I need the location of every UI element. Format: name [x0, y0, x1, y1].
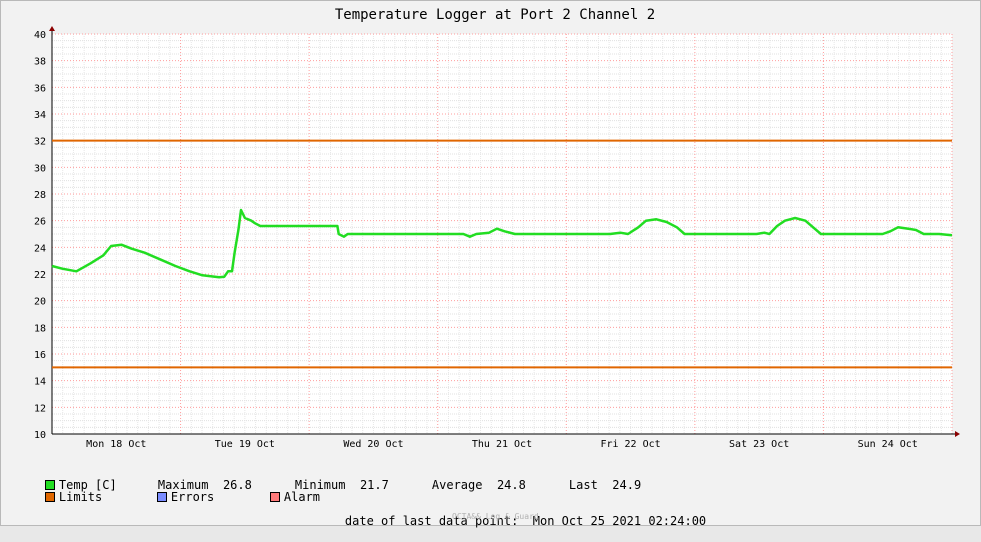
x-tick-label: Thu 21 Oct	[472, 439, 532, 450]
y-tick-label: 38	[34, 57, 46, 68]
stat-maximum-value: 26.8	[222, 478, 252, 492]
x-tick-label: Wed 20 Oct	[343, 439, 403, 450]
y-tick-label: 30	[34, 163, 46, 174]
y-tick-label: 14	[34, 377, 46, 388]
y-tick-label: 24	[34, 243, 46, 254]
stat-minimum: Minimum 21.7	[266, 464, 389, 506]
stat-last: Last 24.9	[540, 464, 641, 506]
last-data-point-label: date of last data point:	[344, 514, 519, 528]
legend-errors-swatch	[156, 492, 167, 502]
x-tick-label: Mon 18 Oct	[86, 439, 146, 450]
last-data-point: date of last data point: Mon Oct 25 2021…	[316, 500, 706, 542]
legend-limits-swatch	[44, 492, 55, 502]
stat-maximum: Maximum 26.8	[129, 464, 252, 506]
legend-temp-swatch	[44, 480, 55, 490]
brand-watermark: OCTA&& Log & Guard	[452, 512, 539, 521]
stat-last-value: 24.9	[612, 478, 642, 492]
legend-alarm-label: Alarm	[283, 490, 321, 504]
stat-last-label: Last	[568, 478, 598, 492]
stat-average-label: Average	[431, 478, 483, 492]
stat-minimum-value: 21.7	[359, 478, 389, 492]
x-tick-label: Fri 22 Oct	[600, 439, 660, 450]
legend-limits: Limits	[16, 476, 102, 518]
stat-average-value: 24.8	[496, 478, 526, 492]
legend-errors: Errors	[128, 476, 214, 518]
legend-limits-label: Limits	[58, 490, 103, 504]
temperature-line	[51, 208, 953, 279]
x-tick-label: Sat 23 Oct	[729, 439, 789, 450]
y-tick-label: 10	[34, 430, 46, 441]
y-axis-arrow	[49, 26, 55, 31]
legend-errors-label: Errors	[170, 490, 215, 504]
y-tick-label: 16	[34, 350, 46, 361]
y-tick-label: 18	[34, 323, 46, 334]
y-tick-label: 40	[34, 30, 46, 41]
x-axis-arrow	[955, 431, 960, 437]
y-tick-label: 26	[34, 217, 46, 228]
y-tick-label: 32	[34, 137, 46, 148]
legend-alarm: Alarm	[241, 476, 320, 518]
legend-temp: Temp [C]	[16, 464, 117, 506]
chart-title: Temperature Logger at Port 2 Channel 2	[335, 7, 655, 23]
y-tick-label: 34	[34, 110, 46, 121]
legend-alarm-swatch	[269, 492, 280, 502]
y-tick-label: 22	[34, 270, 46, 281]
last-data-point-value: Mon Oct 25 2021 02:24:00	[532, 514, 707, 528]
x-tick-label: Sun 24 Oct	[858, 439, 918, 450]
y-tick-label: 12	[34, 403, 46, 414]
temperature-chart: Temperature Logger at Port 2 Channel 2 1…	[34, 7, 960, 450]
stat-average: Average 24.8	[403, 464, 526, 506]
y-tick-label: 20	[34, 297, 46, 308]
stat-minimum-label: Minimum	[294, 478, 346, 492]
x-tick-label: Tue 19 Oct	[215, 439, 275, 450]
stat-maximum-label: Maximum	[157, 478, 209, 492]
legend-temp-label: Temp [C]	[58, 478, 117, 492]
y-tick-label: 28	[34, 190, 46, 201]
chart-frame: Temperature Logger at Port 2 Channel 2 1…	[0, 0, 981, 528]
y-tick-label: 36	[34, 83, 46, 94]
